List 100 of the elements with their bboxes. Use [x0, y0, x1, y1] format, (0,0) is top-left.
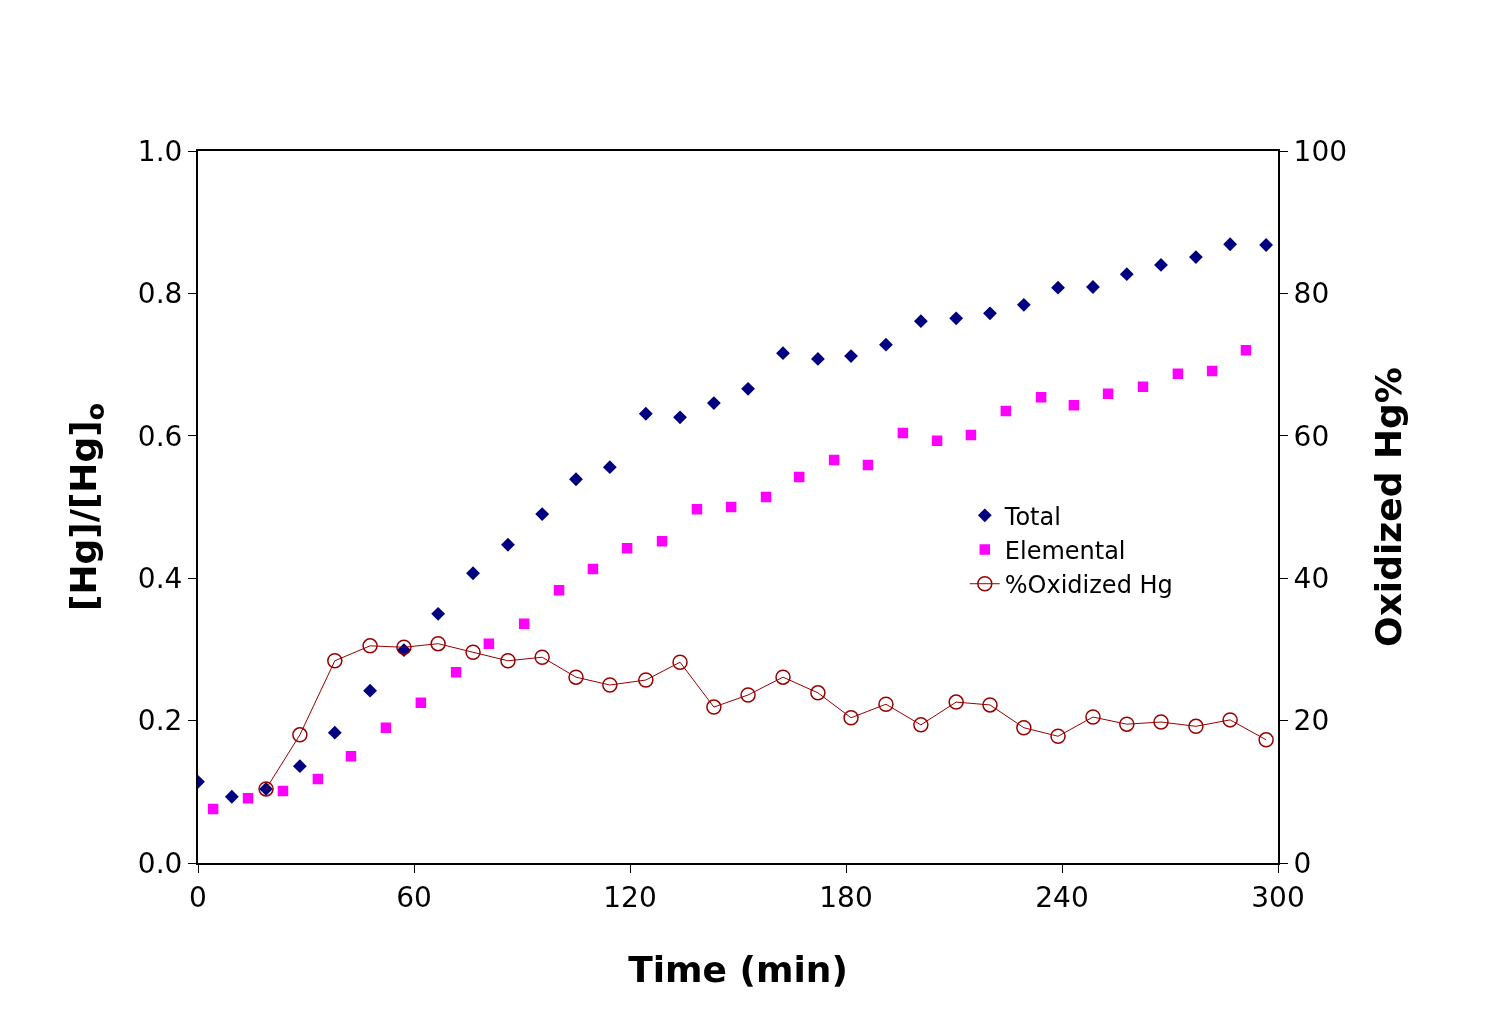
point: [878, 696, 894, 712]
point: [1223, 237, 1237, 251]
point: [931, 435, 943, 447]
point: [1206, 365, 1218, 377]
point: [1050, 728, 1066, 744]
y-tick-label: 0.8: [137, 277, 183, 311]
point: [293, 759, 307, 773]
point: [1085, 709, 1101, 725]
point: [879, 338, 893, 352]
point: [430, 635, 446, 652]
point: [1137, 381, 1149, 392]
y2-tick-label: 40: [1293, 562, 1330, 595]
point: [983, 306, 997, 320]
point: [914, 314, 928, 328]
y2-tick-label: 20: [1293, 704, 1330, 738]
point: [775, 669, 791, 685]
point: [1154, 258, 1168, 272]
point: [225, 790, 239, 804]
point: [534, 649, 550, 665]
point: [207, 803, 219, 815]
y-tick-label: 0.6: [137, 419, 183, 453]
point: [345, 750, 357, 762]
point: [1086, 280, 1100, 294]
point: [603, 460, 617, 474]
point: [982, 697, 998, 713]
point: [1068, 399, 1080, 411]
point: [568, 669, 584, 685]
y-tick-label: 0.4: [137, 562, 183, 595]
point: [811, 352, 825, 366]
point: [1102, 388, 1114, 400]
x-tick-label: 60: [396, 880, 432, 914]
x-tick-label: 120: [603, 880, 657, 914]
point: [656, 535, 668, 547]
point: [569, 472, 583, 486]
point: [1259, 238, 1273, 252]
point: [740, 687, 756, 703]
point: [707, 396, 721, 410]
point: [1016, 719, 1032, 736]
point: [810, 685, 826, 701]
y-tick-label: 1.0: [137, 134, 183, 168]
point: [1051, 281, 1065, 295]
x-axis-title: Time (min): [628, 949, 848, 990]
point: [465, 644, 481, 660]
point: [862, 459, 874, 471]
point: [587, 563, 599, 575]
point: [1017, 298, 1031, 312]
x-tick-label: 300: [1251, 880, 1305, 914]
point: [673, 410, 687, 424]
point: [1035, 392, 1047, 403]
point: [312, 773, 324, 785]
y2-tick-label: 80: [1293, 277, 1330, 311]
point: [327, 653, 343, 669]
y2-tick-label: 60: [1293, 419, 1330, 453]
y2-axis-title: Oxidized Hg%: [1368, 367, 1410, 647]
point: [483, 638, 495, 649]
point: [1240, 345, 1252, 356]
point: [793, 471, 805, 483]
point: [844, 349, 858, 363]
point: [277, 785, 289, 797]
point: [518, 618, 530, 630]
point: [621, 543, 633, 554]
point: [1000, 405, 1012, 417]
point: [553, 585, 565, 596]
point: [706, 699, 722, 715]
point: [1189, 250, 1203, 264]
point: [1119, 716, 1135, 732]
point: [535, 507, 549, 521]
point: [672, 654, 688, 670]
y-tick-label: 0.2: [137, 704, 183, 738]
point: [741, 382, 755, 396]
x-tick-label: 240: [1035, 880, 1089, 914]
legend-label: Total: [1003, 502, 1061, 531]
point: [897, 427, 909, 439]
point: [828, 454, 840, 466]
point: [415, 697, 427, 709]
x-tick-label: 0: [189, 880, 207, 914]
y-tick-label: 0.0: [137, 846, 183, 880]
point: [965, 429, 977, 441]
point: [948, 694, 964, 710]
point: [1222, 712, 1238, 728]
point: [396, 639, 412, 655]
point: [1120, 267, 1134, 281]
point: [500, 653, 516, 669]
point: [725, 501, 737, 513]
point: [602, 677, 618, 693]
point: [843, 710, 859, 726]
point: [450, 666, 462, 678]
point: [431, 607, 445, 621]
point: [363, 684, 377, 698]
point: [466, 566, 480, 580]
point: [776, 346, 790, 360]
legend-label: Elemental: [1004, 536, 1126, 565]
point: [328, 726, 342, 740]
y2-tick-label: 0: [1293, 846, 1312, 880]
point: [1188, 718, 1204, 735]
point: [380, 722, 392, 733]
point: [501, 538, 515, 552]
point: [1172, 368, 1184, 380]
point: [242, 792, 254, 804]
point: [362, 638, 378, 654]
